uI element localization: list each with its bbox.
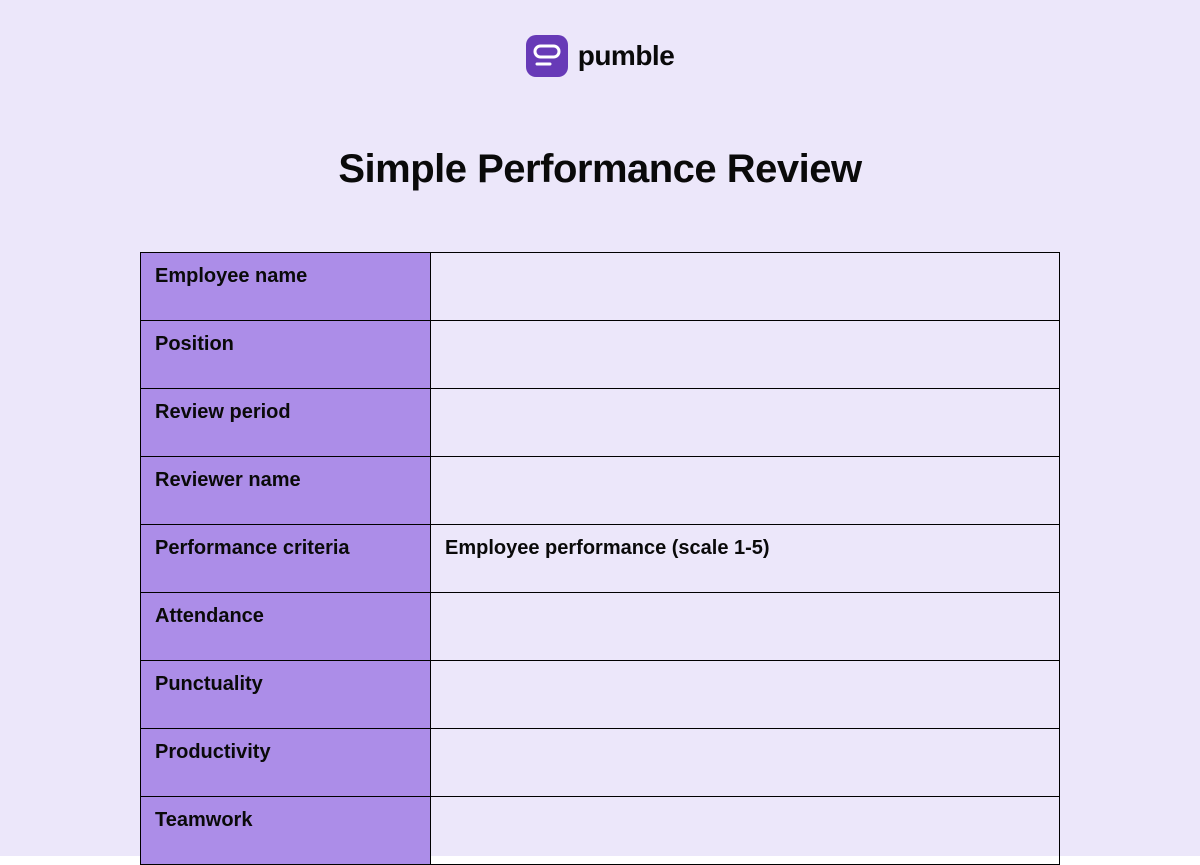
review-table-wrap: Employee name Position Review period Rev… [140,252,1060,865]
row-value [431,661,1060,729]
row-value [431,593,1060,661]
brand-name: pumble [578,40,675,72]
row-label: Reviewer name [141,457,431,525]
table-row: Punctuality [141,661,1060,729]
table-row: Employee name [141,253,1060,321]
row-value [431,797,1060,865]
brand-logo: pumble [0,35,1200,77]
table-row: Productivity [141,729,1060,797]
row-label: Punctuality [141,661,431,729]
table-row: Reviewer name [141,457,1060,525]
row-value [431,321,1060,389]
row-label: Review period [141,389,431,457]
review-table: Employee name Position Review period Rev… [140,252,1060,865]
table-row: Review period [141,389,1060,457]
row-label: Productivity [141,729,431,797]
row-label: Employee name [141,253,431,321]
page-title: Simple Performance Review [0,147,1200,192]
page-container: pumble Simple Performance Review Employe… [0,0,1200,856]
row-value [431,457,1060,525]
table-row: Attendance [141,593,1060,661]
table-row: Performance criteria Employee performanc… [141,525,1060,593]
row-label: Performance criteria [141,525,431,593]
table-row: Teamwork [141,797,1060,865]
pumble-icon [526,35,568,77]
row-label: Position [141,321,431,389]
row-value [431,389,1060,457]
table-row: Position [141,321,1060,389]
row-value: Employee performance (scale 1-5) [431,525,1060,593]
row-label: Teamwork [141,797,431,865]
row-label: Attendance [141,593,431,661]
row-value [431,729,1060,797]
row-value [431,253,1060,321]
